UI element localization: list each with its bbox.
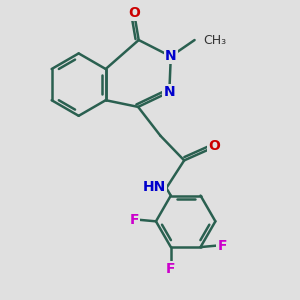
Text: F: F [130, 213, 139, 227]
Text: N: N [165, 50, 177, 63]
Text: O: O [129, 6, 140, 20]
Text: N: N [164, 85, 175, 99]
Text: CH₃: CH₃ [203, 34, 226, 46]
Text: O: O [208, 139, 220, 153]
Text: F: F [166, 262, 176, 276]
Text: HN: HN [143, 180, 166, 194]
Text: F: F [218, 238, 227, 253]
